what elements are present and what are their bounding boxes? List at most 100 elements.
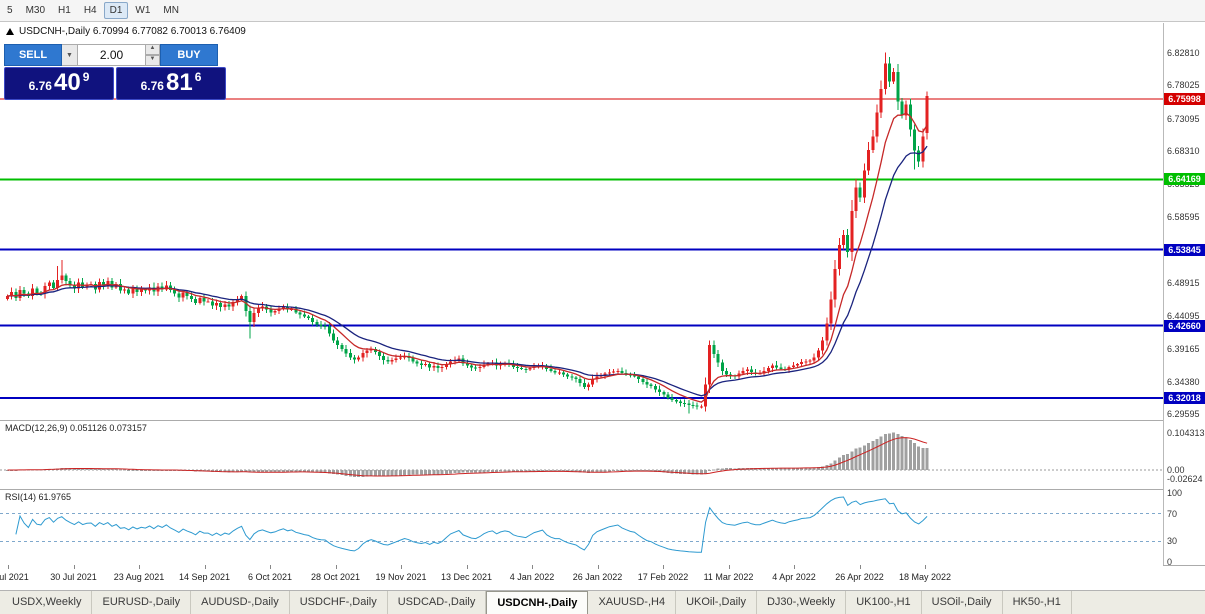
level-price-tag[interactable]: 6.64169: [1164, 173, 1205, 186]
date-label: 26 Jan 2022: [572, 572, 623, 582]
date-label: 4 Jan 2022: [509, 572, 555, 582]
time-scale-tick: [8, 565, 9, 569]
chart-title-bar: USDCNH-,Daily 6.70994 6.77082 6.70013 6.…: [6, 26, 246, 37]
date-label: 6 Oct 2021: [247, 572, 293, 582]
timeframe-button-H4[interactable]: H4: [83, 5, 97, 16]
time-scale-tick: [204, 565, 206, 569]
chart-tab[interactable]: USOil-,Daily: [922, 591, 1003, 614]
timeframe-button-D1[interactable]: D1: [103, 2, 129, 19]
price-scale-label: 6.44095: [1167, 310, 1200, 321]
chart-region: 6.828106.780256.730956.683106.635256.585…: [0, 23, 1205, 590]
date-label: 11 Mar 2022: [703, 572, 754, 582]
ask-price-display[interactable]: 6.76 81 6: [116, 67, 226, 100]
ask-point: 6: [194, 70, 202, 84]
bid-point: 9: [82, 70, 90, 84]
one-click-trading-panel: SELL ▼ 2.00 ▲ ▼ BUY 6.76 40 9 6.76 81: [4, 44, 226, 100]
ma-slow-line: [7, 145, 928, 397]
chart-shift-icon: [6, 28, 14, 35]
volume-increase-icon[interactable]: ▲: [146, 44, 160, 55]
price-scale-label: 6.82810: [1167, 47, 1200, 58]
chart-tab[interactable]: USDCNH-,Daily: [486, 591, 589, 614]
volume-input[interactable]: 2.00: [78, 44, 146, 66]
time-scale-tick: [335, 565, 337, 569]
time-scale-tick: [728, 565, 730, 569]
rsi-indicator-surface[interactable]: [0, 489, 1205, 565]
timeframe-button-MN[interactable]: MN: [163, 5, 179, 16]
macd-scale-label: 0.00: [1167, 465, 1185, 475]
price-scale-label: 6.29595: [1167, 409, 1200, 420]
panel-separator[interactable]: [0, 420, 1205, 421]
time-scale-tick: [532, 565, 533, 569]
level-price-tag[interactable]: 6.75998: [1164, 93, 1205, 105]
chart-tab[interactable]: UKOil-,Daily: [676, 591, 757, 614]
macd-histogram: [6, 432, 929, 477]
level-price-tag[interactable]: 6.42660: [1164, 319, 1205, 332]
date-label: 28 Oct 2021: [310, 572, 361, 582]
price-scale-label: 6.68310: [1167, 146, 1200, 157]
price-scale-separator[interactable]: [1163, 23, 1164, 565]
time-scale-tick: [139, 565, 140, 569]
volume-decrease-icon[interactable]: ▼: [146, 55, 160, 66]
sell-button[interactable]: SELL: [4, 44, 62, 66]
chart-tab[interactable]: USDX,Weekly: [2, 591, 93, 614]
timeframe-button-M30[interactable]: M30: [25, 5, 46, 16]
price-scale-label: 6.78025: [1167, 80, 1200, 91]
rsi-scale-label: 70: [1167, 508, 1178, 519]
chart-tab[interactable]: HK50-,H1: [1003, 591, 1072, 614]
bid-pips: 40: [53, 69, 81, 96]
volume-stepper: ▲ ▼: [146, 44, 160, 66]
timeframe-button-H1[interactable]: H1: [58, 5, 71, 16]
trade-prices-row: 6.76 40 9 6.76 81 6: [4, 67, 226, 100]
time-scale-tick: [925, 565, 926, 569]
price-scale-label: 6.39165: [1167, 344, 1200, 355]
time-scale-tick: [401, 565, 402, 569]
timeframe-button-W1[interactable]: W1: [135, 5, 151, 16]
chart-tab[interactable]: USDCAD-,Daily: [388, 591, 487, 614]
price-scale-label: 6.34380: [1167, 376, 1200, 387]
price-chart-surface[interactable]: [0, 23, 1205, 420]
date-label: 4 Apr 2022: [772, 572, 816, 582]
date-label: 23 Aug 2021: [113, 572, 165, 582]
rsi-scale-label: 100: [1167, 488, 1183, 498]
buy-button[interactable]: BUY: [160, 44, 218, 66]
macd-indicator-surface[interactable]: [0, 420, 1205, 489]
date-label: 18 May 2022: [898, 572, 952, 582]
chart-tab[interactable]: EURUSD-,Daily: [92, 591, 192, 614]
trade-controls-row: SELL ▼ 2.00 ▲ ▼ BUY: [4, 44, 226, 66]
ask-prefix: 6.76: [140, 79, 164, 93]
date-label: 8 Jul 2021: [0, 572, 29, 582]
rsi-scale-label: 0: [1167, 557, 1173, 567]
rsi-label: RSI(14) 61.9765: [5, 492, 72, 502]
chart-tab[interactable]: DJ30-,Weekly: [757, 591, 847, 614]
date-label: 17 Feb 2022: [637, 572, 689, 582]
volume-dropdown-icon[interactable]: ▼: [62, 44, 78, 66]
time-scale[interactable]: 8 Jul 2021 30 Jul 2021 23 Aug 2021 14 Sep 2…: [0, 565, 1163, 590]
chart-tab[interactable]: USDCHF-,Daily: [290, 591, 388, 614]
time-scale-tick: [794, 565, 795, 569]
macd-signal-line: [7, 437, 928, 477]
ma-fast-line: [7, 112, 928, 403]
time-scale-tick: [859, 565, 861, 569]
bid-price-display[interactable]: 6.76 40 9: [4, 67, 114, 100]
rsi-line: [15, 496, 928, 553]
timeframe-button-5[interactable]: 5: [7, 5, 13, 16]
date-label: 13 Dec 2021: [440, 572, 493, 582]
time-scale-tick: [466, 565, 468, 569]
ask-pips: 81: [165, 69, 193, 96]
time-scale-tick: [73, 565, 75, 569]
panel-separator[interactable]: [0, 489, 1205, 490]
date-label: 26 Apr 2022: [835, 572, 884, 582]
timeframe-toolbar: 5 M30 H1 H4 D1 W1 MN: [0, 0, 1205, 22]
date-label: 30 Jul 2021: [50, 572, 97, 582]
chart-tab[interactable]: AUDUSD-,Daily: [191, 591, 290, 614]
level-price-tag[interactable]: 6.32018: [1164, 392, 1205, 404]
chart-tab-bar: USDX,Weekly EURUSD-,Daily AUDUSD-,Daily USD…: [0, 590, 1205, 614]
chart-tab[interactable]: XAUUSD-,H4: [588, 591, 677, 614]
macd-scale-label: -0.02624: [1167, 474, 1203, 485]
macd-label: MACD(12,26,9) 0.051126 0.073157: [5, 423, 147, 433]
rsi-scale-label: 30: [1167, 536, 1178, 547]
price-scale: 6.828106.780256.730956.683106.635256.585…: [1164, 23, 1205, 567]
level-price-tag[interactable]: 6.53845: [1164, 243, 1205, 256]
chart-tab[interactable]: UK100-,H1: [846, 591, 922, 614]
time-scale-tick: [597, 565, 599, 569]
